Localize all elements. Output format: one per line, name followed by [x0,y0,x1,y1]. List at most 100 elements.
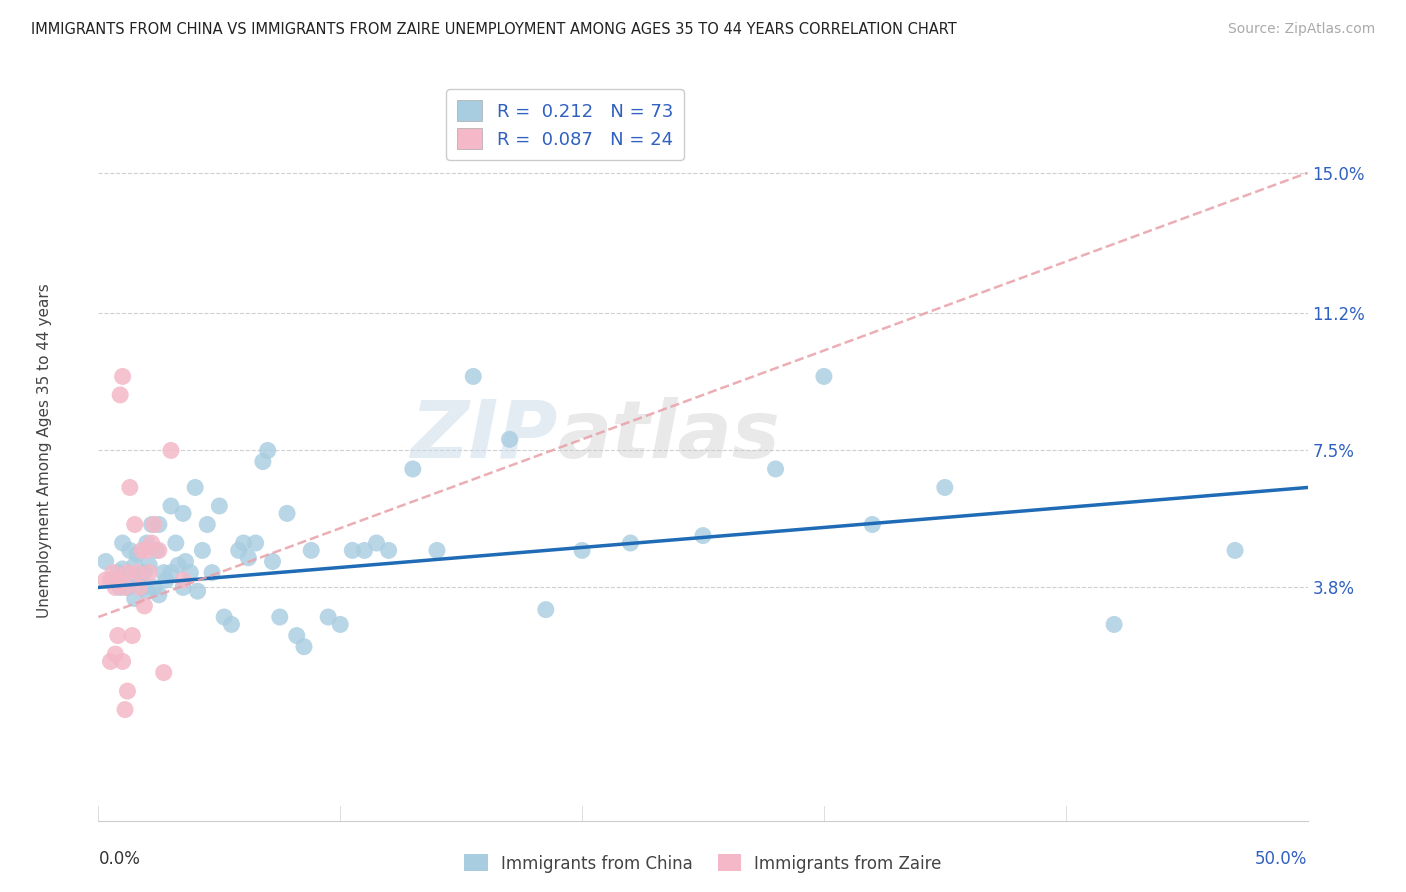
Point [172,573,194,587]
Point [534,602,557,616]
Point [934,480,956,494]
Point [127,566,149,580]
Point [377,543,399,558]
Point [124,591,146,606]
Point [299,543,322,558]
Point [402,462,425,476]
Point [463,369,485,384]
Point [107,628,129,642]
Point [117,566,139,580]
Point [94,573,117,587]
Text: IMMIGRANTS FROM CHINA VS IMMIGRANTS FROM ZAIRE UNEMPLOYMENT AMONG AGES 35 TO 44 : IMMIGRANTS FROM CHINA VS IMMIGRANTS FROM… [31,22,956,37]
Point [118,543,141,558]
Point [571,543,593,558]
Text: atlas: atlas [558,397,780,475]
Point [184,480,207,494]
Point [124,517,146,532]
Point [94,554,117,569]
Point [111,562,134,576]
Point [276,507,298,521]
Point [124,558,146,573]
Point [114,581,136,595]
Point [111,536,134,550]
Point [100,573,122,587]
Point [108,388,131,402]
Point [262,554,284,569]
Point [765,462,787,476]
Point [101,573,124,587]
Point [426,543,449,558]
Legend: R =  0.212   N = 73, R =  0.087   N = 24: R = 0.212 N = 73, R = 0.087 N = 24 [446,89,683,160]
Point [148,543,170,558]
Point [167,558,190,573]
Point [860,517,883,532]
Point [138,558,160,573]
Legend: Immigrants from China, Immigrants from Zaire: Immigrants from China, Immigrants from Z… [457,847,949,880]
Text: ZIP: ZIP [411,397,558,475]
Point [174,554,197,569]
Point [111,655,134,669]
Point [100,655,122,669]
Point [221,617,243,632]
Point [316,610,339,624]
Point [138,566,160,580]
Point [195,517,218,532]
Point [107,566,129,580]
Point [152,665,174,680]
Point [813,369,835,384]
Point [191,543,214,558]
Text: 50.0%: 50.0% [1256,850,1308,868]
Point [134,599,156,613]
Point [160,499,183,513]
Text: Source: ZipAtlas.com: Source: ZipAtlas.com [1227,22,1375,37]
Point [619,536,641,550]
Point [252,454,274,468]
Point [165,536,187,550]
Point [114,703,136,717]
Point [135,543,157,558]
Point [155,573,177,587]
Point [121,628,143,642]
Point [117,684,139,698]
Point [117,581,139,595]
Point [1102,617,1125,632]
Point [135,536,157,550]
Point [498,433,520,447]
Point [172,581,194,595]
Point [245,536,267,550]
Point [208,499,231,513]
Point [172,507,194,521]
Point [152,566,174,580]
Point [256,443,278,458]
Text: 0.0%: 0.0% [98,850,141,868]
Point [148,588,170,602]
Point [329,617,352,632]
Point [353,543,375,558]
Point [238,550,260,565]
Point [269,610,291,624]
Point [111,369,134,384]
Point [366,536,388,550]
Point [1223,543,1246,558]
Point [141,517,163,532]
Point [104,647,127,661]
Point [108,581,131,595]
Point [285,628,308,642]
Point [135,584,157,599]
Point [148,517,170,532]
Point [104,581,127,595]
Point [212,610,235,624]
Point [131,581,153,595]
Point [128,581,150,595]
Point [141,536,163,550]
Point [292,640,315,654]
Point [342,543,364,558]
Point [201,566,224,580]
Point [160,443,183,458]
Point [118,480,141,494]
Point [160,566,183,580]
Point [179,566,201,580]
Point [107,573,129,587]
Text: Unemployment Among Ages 35 to 44 years: Unemployment Among Ages 35 to 44 years [37,283,52,618]
Point [692,528,714,542]
